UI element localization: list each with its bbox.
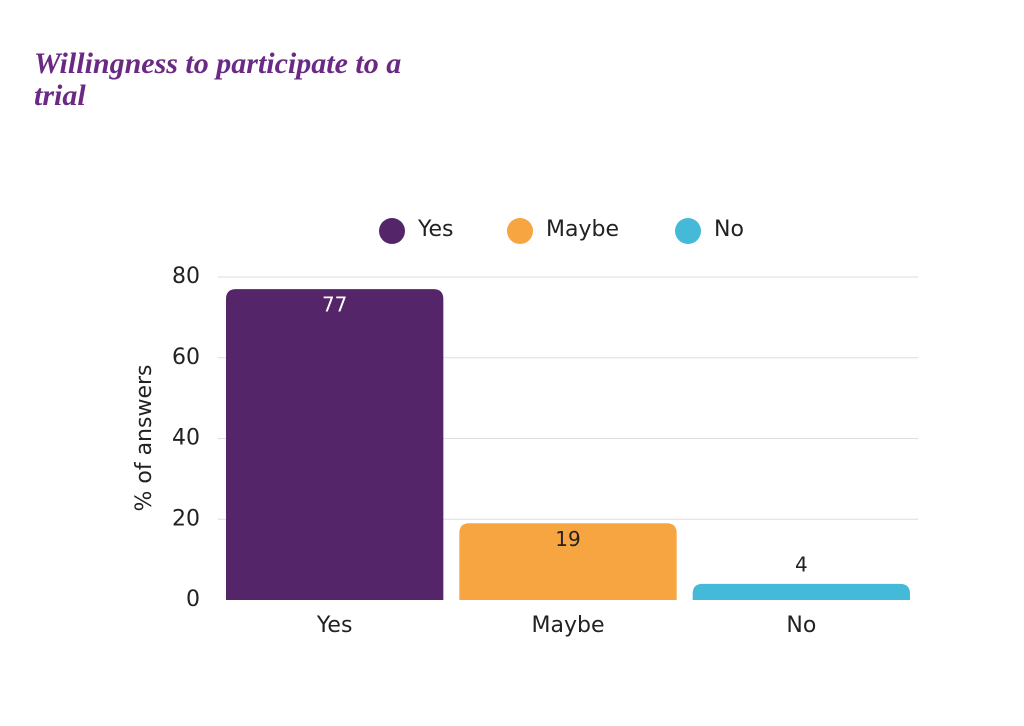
y-tick-label: 80 [172,264,200,289]
legend-label: Yes [417,217,454,242]
bar [692,583,910,600]
y-tick-label: 0 [186,587,200,612]
x-tick-label: Yes [316,613,353,638]
data-label: 4 [795,552,808,576]
bar [226,289,444,600]
chart-title: Willingness to participate to a trial [34,47,402,112]
y-tick-label: 20 [172,506,200,531]
bar [459,523,677,600]
legend-swatch [675,218,701,244]
data-label: 77 [322,293,347,317]
data-label: 19 [555,527,580,551]
legend-swatch [507,218,533,244]
y-tick-label: 60 [172,345,200,370]
y-axis-label: % of answers [132,364,157,511]
y-tick-label: 40 [172,426,200,451]
x-tick-label: No [786,613,816,638]
x-tick-label: Maybe [532,613,605,638]
legend-label: Maybe [546,217,619,242]
legend-swatch [379,218,405,244]
legend-label: No [714,217,744,242]
